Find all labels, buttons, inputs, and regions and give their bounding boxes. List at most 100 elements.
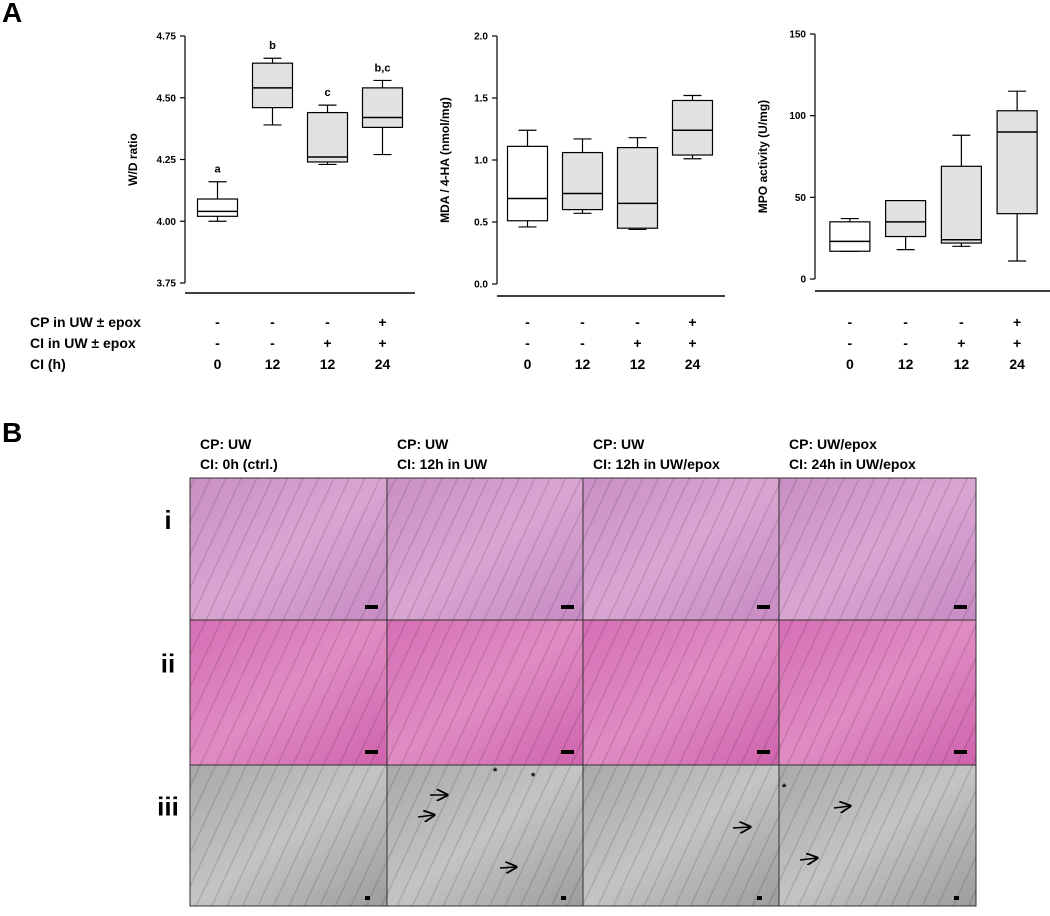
condition-value: +: [323, 335, 331, 351]
condition-value: +: [378, 314, 386, 330]
panel-label: A: [2, 0, 22, 28]
condition-label: CI in UW ± epox: [30, 335, 136, 351]
condition-value: +: [688, 335, 696, 351]
micrograph-texture: [190, 765, 387, 906]
arrow: [732, 827, 750, 828]
box: [940, 165, 982, 244]
annotation: a: [214, 164, 221, 176]
x-tick-label: 24: [1009, 356, 1025, 372]
condition-value: -: [903, 314, 908, 330]
y-tick-label: 4.00: [157, 217, 177, 228]
y-tick-label: 0.5: [474, 218, 488, 229]
column-header: CI: 12h in UW/epox: [593, 456, 720, 472]
micrograph-texture: [779, 620, 976, 765]
y-tick-label: 100: [789, 111, 806, 122]
x-tick-label: 12: [954, 356, 970, 372]
annotation: b: [269, 40, 276, 52]
micrograph-texture: [190, 620, 387, 765]
y-axis-label: MDA / 4-HA (nmol/mg): [438, 97, 452, 223]
y-tick-label: 3.75: [157, 279, 177, 290]
scale-bar: [954, 896, 959, 900]
box: [361, 87, 404, 128]
y-tick-label: 1.5: [474, 94, 488, 105]
y-tick-label: 50: [795, 193, 807, 204]
row-label: i: [164, 505, 171, 535]
condition-value: -: [903, 335, 908, 351]
scale-bar: [757, 750, 770, 754]
x-tick-label: 0: [214, 356, 222, 372]
arrow: [417, 815, 434, 817]
condition-value: -: [580, 335, 585, 351]
asterisk: *: [782, 782, 787, 794]
x-tick-label: 12: [898, 356, 914, 372]
box: [251, 62, 294, 109]
x-tick-label: 24: [375, 356, 391, 372]
arrow: [833, 806, 850, 808]
micrograph-texture: [387, 620, 583, 765]
y-tick-label: 4.25: [157, 155, 177, 166]
y-tick-label: 150: [789, 30, 806, 41]
y-tick-label: 1.0: [474, 156, 488, 167]
condition-value: +: [688, 314, 696, 330]
micrograph-texture: [387, 765, 583, 906]
x-tick-label: 12: [320, 356, 336, 372]
x-tick-label: 12: [630, 356, 646, 372]
column-header: CI: 24h in UW/epox: [789, 456, 916, 472]
condition-value: +: [378, 335, 386, 351]
condition-value: -: [848, 314, 853, 330]
micrograph-texture: [190, 478, 387, 620]
y-tick-label: 4.50: [157, 93, 177, 104]
row-label: ii: [161, 649, 175, 679]
scale-bar: [365, 896, 370, 900]
box: [885, 200, 927, 238]
condition-value: -: [635, 314, 640, 330]
annotation: b,c: [375, 62, 391, 74]
condition-value: +: [633, 335, 641, 351]
condition-value: -: [270, 335, 275, 351]
condition-label: CP in UW ± epox: [30, 314, 141, 330]
condition-value: -: [215, 314, 220, 330]
scale-bar: [365, 750, 378, 754]
scale-bar: [561, 605, 574, 609]
condition-value: +: [1013, 335, 1021, 351]
column-header: CP: UW: [397, 436, 449, 452]
scale-bar: [757, 896, 762, 900]
box: [506, 145, 549, 222]
box: [306, 111, 349, 163]
y-axis-label: W/D ratio: [126, 133, 140, 186]
x-tick-label: 12: [575, 356, 591, 372]
scale-bar: [561, 750, 574, 754]
x-tick-label: 12: [265, 356, 281, 372]
scale-bar: [365, 605, 378, 609]
micrograph-texture: [583, 765, 779, 906]
box: [616, 147, 659, 229]
micrograph-texture: [583, 478, 779, 620]
column-header: CP: UW: [593, 436, 645, 452]
condition-value: -: [848, 335, 853, 351]
condition-value: -: [525, 335, 530, 351]
column-header: CI: 0h (ctrl.): [200, 456, 278, 472]
micrograph-texture: [779, 765, 976, 906]
row-label: iii: [157, 792, 179, 822]
asterisk: *: [531, 771, 536, 783]
column-header: CP: UW/epox: [789, 436, 877, 452]
box: [196, 198, 239, 217]
arrow: [499, 867, 516, 868]
condition-value: +: [1013, 314, 1021, 330]
box: [561, 151, 604, 211]
arrow: [799, 858, 817, 860]
y-axis-label: MPO activity (U/mg): [756, 100, 770, 213]
condition-value: -: [325, 314, 330, 330]
box: [996, 110, 1038, 215]
asterisk: *: [493, 766, 498, 778]
y-tick-label: 0.0: [474, 280, 488, 291]
x-tick-label: 0: [524, 356, 532, 372]
column-header: CI: 12h in UW: [397, 456, 488, 472]
condition-value: -: [270, 314, 275, 330]
panel-label: B: [2, 417, 22, 448]
x-tick-label: 24: [685, 356, 701, 372]
condition-label: CI (h): [30, 356, 66, 372]
scale-bar: [954, 605, 967, 609]
box: [671, 99, 714, 156]
